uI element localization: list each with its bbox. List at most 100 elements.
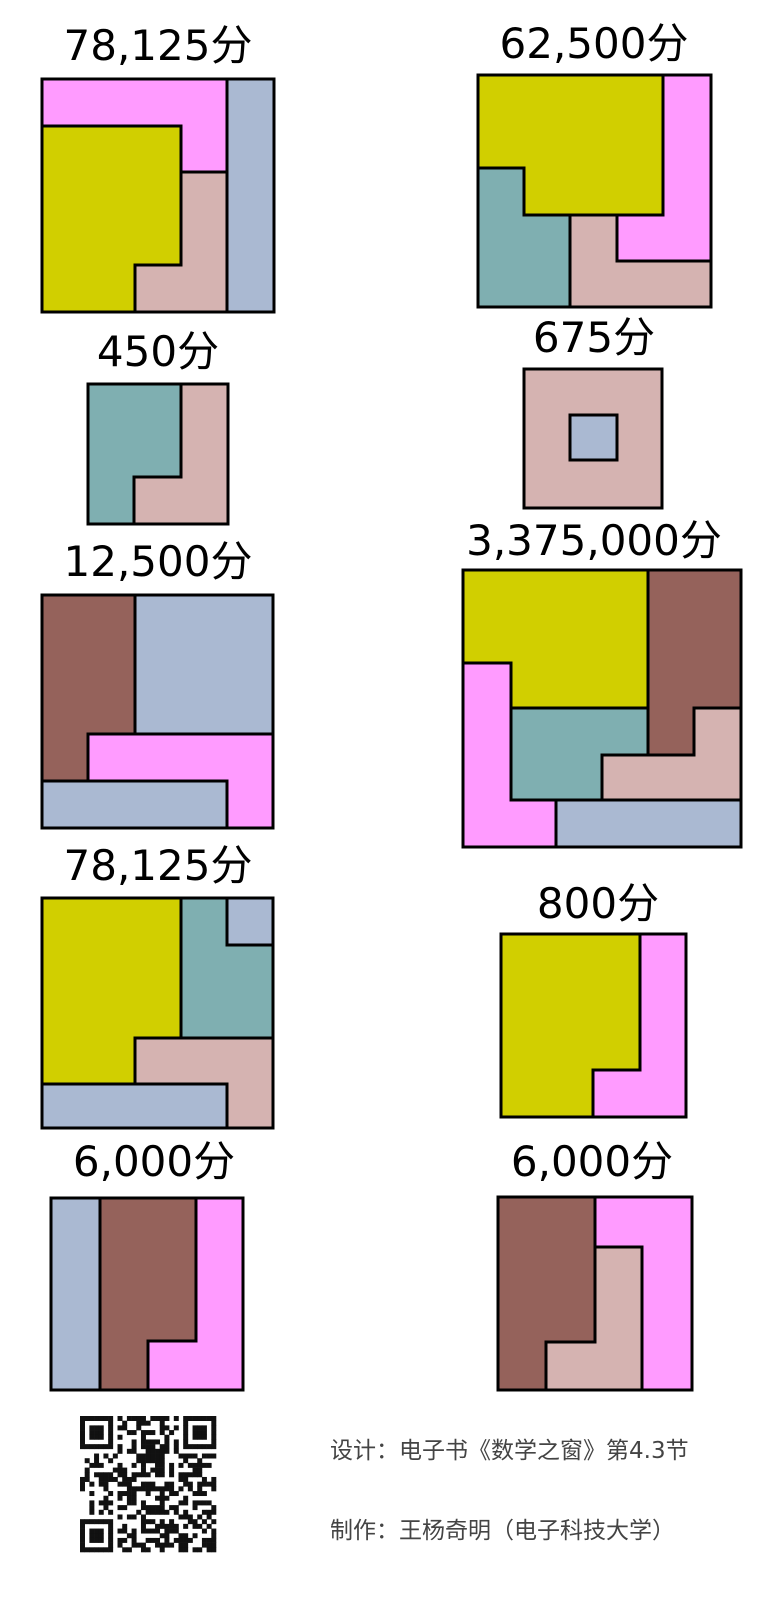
qr-module — [108, 1472, 114, 1478]
qr-module — [164, 1448, 170, 1454]
qr-module — [131, 1486, 137, 1492]
qr-module — [211, 1547, 217, 1553]
qr-module — [140, 1453, 146, 1459]
qr-module — [80, 1523, 85, 1529]
qr-module — [89, 1416, 95, 1421]
qr-module — [140, 1420, 146, 1426]
qr-module — [94, 1444, 100, 1450]
qr-module — [192, 1505, 198, 1511]
qr-module — [103, 1476, 109, 1482]
qr-module — [145, 1472, 151, 1478]
qr-module — [183, 1476, 189, 1482]
qr-module — [173, 1444, 179, 1450]
qr-module — [178, 1547, 184, 1553]
qr-module — [211, 1439, 217, 1445]
qr-module — [173, 1528, 179, 1534]
qr-module — [159, 1486, 165, 1492]
qr-module — [197, 1472, 203, 1478]
qr-module — [122, 1491, 128, 1497]
qr-module — [126, 1500, 132, 1506]
qr-module — [140, 1500, 146, 1506]
qr-module — [117, 1434, 123, 1440]
puzzle-frame — [86, 382, 230, 526]
qr-module — [126, 1416, 132, 1421]
qr-module — [211, 1486, 217, 1492]
qr-module — [80, 1486, 85, 1492]
qr-module — [108, 1500, 114, 1506]
qr-module — [159, 1462, 165, 1468]
qr-module — [201, 1453, 207, 1459]
qr-module — [89, 1533, 95, 1539]
qr-module — [108, 1491, 114, 1497]
puzzle-frame — [496, 1195, 694, 1392]
qr-module — [169, 1462, 175, 1468]
qr-module — [201, 1434, 207, 1440]
qr-module — [201, 1430, 207, 1436]
qr-module — [178, 1542, 184, 1548]
qr-module — [80, 1420, 85, 1426]
qr-module — [159, 1448, 165, 1454]
qr-module — [136, 1416, 142, 1421]
qr-module — [159, 1472, 165, 1478]
qr-module — [197, 1500, 203, 1506]
qr-module — [98, 1537, 104, 1543]
qr-module — [122, 1476, 128, 1482]
qr-module — [192, 1500, 198, 1506]
qr-module — [145, 1547, 151, 1553]
qr-module — [178, 1533, 184, 1539]
score-label: 800分 — [537, 879, 659, 928]
qr-module — [145, 1481, 151, 1487]
qr-module — [197, 1486, 203, 1492]
qr-module — [117, 1491, 123, 1497]
qr-module — [80, 1439, 85, 1445]
qr-module — [211, 1481, 217, 1487]
qr-module — [169, 1542, 175, 1548]
qr-module — [155, 1472, 161, 1478]
qr-module — [145, 1505, 151, 1511]
qr-module — [108, 1528, 114, 1534]
qr-module — [131, 1491, 137, 1497]
qr-module — [131, 1514, 137, 1520]
qr-module — [206, 1542, 212, 1548]
qr-module — [136, 1420, 142, 1426]
puzzle-3: 450分 — [86, 327, 230, 526]
qr-module — [178, 1476, 184, 1482]
qr-module — [108, 1458, 114, 1464]
qr-module — [192, 1434, 198, 1440]
qr-module — [89, 1491, 95, 1497]
qr-module — [117, 1416, 123, 1421]
qr-module — [131, 1533, 137, 1539]
qr-module — [89, 1505, 95, 1511]
qr-module — [108, 1444, 114, 1450]
qr-module — [173, 1505, 179, 1511]
qr-module — [197, 1467, 203, 1473]
qr-module — [211, 1444, 217, 1450]
qr-module — [155, 1467, 161, 1473]
qr-module — [94, 1533, 100, 1539]
qr-module — [159, 1519, 165, 1525]
qr-module — [211, 1537, 217, 1543]
qr-module — [80, 1533, 85, 1539]
qr-module — [150, 1509, 156, 1515]
qr-module — [155, 1453, 161, 1459]
qr-module — [192, 1453, 198, 1459]
qr-module — [80, 1476, 85, 1482]
qr-module — [94, 1537, 100, 1543]
qr-module — [89, 1481, 95, 1487]
qr-module — [159, 1453, 165, 1459]
puzzle-7: 78,125分 — [40, 841, 275, 1130]
qr-module — [89, 1537, 95, 1543]
qr-module — [122, 1537, 128, 1543]
qr-module — [84, 1547, 90, 1553]
qr-module — [145, 1458, 151, 1464]
qr-module — [140, 1514, 146, 1520]
qr-module — [98, 1434, 104, 1440]
qr-module — [150, 1430, 156, 1436]
qr-module — [117, 1448, 123, 1454]
qr-module — [197, 1458, 203, 1464]
qr-module — [159, 1523, 165, 1529]
qr-module — [117, 1462, 123, 1468]
qr-module — [98, 1430, 104, 1436]
qr-module — [155, 1448, 161, 1454]
qr-module — [211, 1434, 217, 1440]
